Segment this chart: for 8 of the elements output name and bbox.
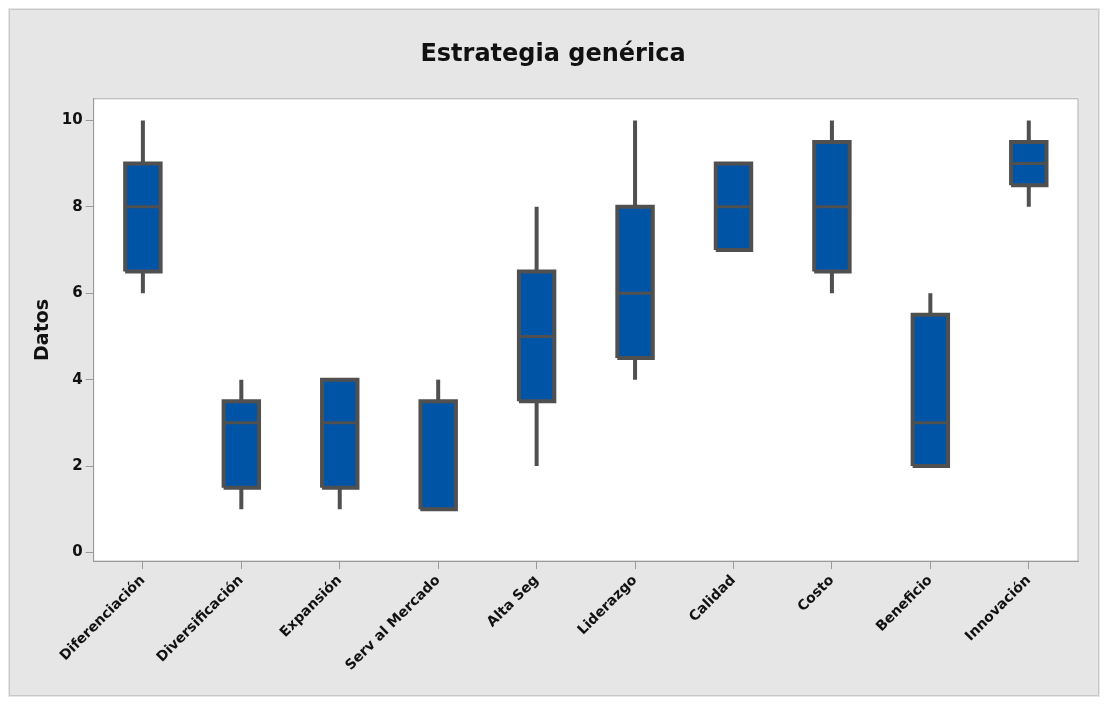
y-tick-label: 0 xyxy=(72,542,83,561)
y-axis-title: Datos xyxy=(30,298,53,361)
y-tick-label: 10 xyxy=(61,110,83,129)
y-tick-label: 6 xyxy=(72,283,83,302)
y-tick-label: 4 xyxy=(72,369,83,388)
chart-title: Estrategia genérica xyxy=(420,38,686,67)
y-tick-label: 8 xyxy=(72,196,83,215)
y-tick-label: 2 xyxy=(72,455,83,474)
